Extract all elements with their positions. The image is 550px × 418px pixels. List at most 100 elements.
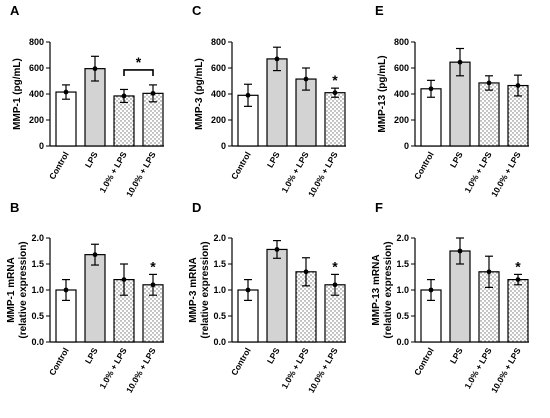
category-label: 10.0% + LPS xyxy=(489,346,523,395)
y-tick-label: 600 xyxy=(211,63,226,73)
y-tick-label: 600 xyxy=(394,63,409,73)
y-tick-label: 0.0 xyxy=(396,337,409,347)
y-tick-label: 800 xyxy=(394,37,409,47)
bar xyxy=(113,95,135,147)
panel-letter: F xyxy=(375,200,383,215)
bar xyxy=(266,248,288,343)
category-label: 1.0% + LPS xyxy=(97,150,129,195)
y-tick-label: 800 xyxy=(211,37,226,47)
y-axis-label: MMP-3 (pg/mL) xyxy=(194,58,205,130)
panel-letter: D xyxy=(192,200,201,215)
mean-point xyxy=(274,56,280,62)
y-tick-label: 800 xyxy=(29,37,44,47)
y-tick-label: 400 xyxy=(394,89,409,99)
panel-c: C 0 200 400 600 800 MMP-3 (pg/mL) Control LPS1.0… xyxy=(192,3,346,199)
mean-point xyxy=(486,80,492,86)
y-tick-label: 0.5 xyxy=(31,311,44,321)
y-axis-label: MMP-1 mRNA xyxy=(6,257,17,323)
category-label: 1.0% + LPS xyxy=(462,346,494,391)
bar xyxy=(324,92,346,147)
panel-a: A 0 200 400 600 800 MMP-1 (pg/mL) Control LPS1.0… xyxy=(10,3,164,199)
mean-point xyxy=(457,59,463,65)
category-label: 1.0% + LPS xyxy=(279,346,311,391)
panel-d: D 0.0 0.5 1.0 1.5 2.0 MMP-3 mRNA (relative expr… xyxy=(188,200,346,395)
mean-point xyxy=(303,269,309,275)
y-axis-label: MMP-13 (pg/mL) xyxy=(377,55,388,132)
category-label: Control xyxy=(229,150,253,181)
category-label: LPS xyxy=(83,150,100,170)
y-tick-label: 400 xyxy=(29,89,44,99)
y-tick-label: 2.0 xyxy=(213,233,226,243)
bar xyxy=(507,279,529,343)
category-label: LPS xyxy=(448,150,465,170)
category-label: Control xyxy=(47,346,71,377)
significance-star: * xyxy=(332,72,338,88)
y-tick-label: 200 xyxy=(29,115,44,125)
y-tick-label: 1.5 xyxy=(396,259,409,269)
significance-bracket xyxy=(123,69,154,76)
panel-letter: B xyxy=(10,200,19,215)
category-label: 10.0% + LPS xyxy=(124,346,158,395)
category-label: 1.0% + LPS xyxy=(279,150,311,195)
category-label: 10.0% + LPS xyxy=(306,346,340,395)
y-tick-label: 1.5 xyxy=(31,259,44,269)
category-label: Control xyxy=(412,346,436,377)
y-axis-label-sub: (relative expression) xyxy=(200,241,211,338)
category-label: Control xyxy=(412,150,436,181)
category-label: LPS xyxy=(265,150,282,170)
y-tick-label: 2.0 xyxy=(31,233,44,243)
significance-star: * xyxy=(150,258,156,274)
y-tick-label: 1.5 xyxy=(213,259,226,269)
mean-point xyxy=(457,248,463,254)
bar xyxy=(449,250,471,343)
y-tick-label: 0.0 xyxy=(31,337,44,347)
y-tick-label: 200 xyxy=(211,115,226,125)
mean-point xyxy=(274,247,280,252)
category-label: 10.0% + LPS xyxy=(124,150,158,199)
y-axis-label-sub: (relative expression) xyxy=(18,241,29,338)
mean-point xyxy=(63,89,69,95)
y-tick-label: 0.5 xyxy=(213,311,226,321)
y-tick-label: 0.0 xyxy=(213,337,226,347)
category-label: 1.0% + LPS xyxy=(97,346,129,391)
mean-point xyxy=(92,66,98,72)
category-label: LPS xyxy=(83,346,100,366)
y-axis-label: MMP-1 (pg/mL) xyxy=(12,58,23,130)
y-axis-label: MMP-3 mRNA xyxy=(188,257,199,323)
y-tick-label: 1.0 xyxy=(31,285,44,295)
panel-b: B 0.0 0.5 1.0 1.5 2.0 MMP-1 mRNA (relative expr… xyxy=(6,200,164,395)
significance-star: * xyxy=(332,258,338,274)
y-tick-label: 0 xyxy=(39,141,44,151)
mean-point xyxy=(515,277,521,282)
mean-point xyxy=(121,93,127,99)
mean-point xyxy=(92,252,98,258)
panel-letter: E xyxy=(375,3,384,18)
panel-e: E 0 200 400 600 800 MMP-13 (pg/mL) Control LPS1.… xyxy=(375,3,529,199)
mean-point xyxy=(515,83,521,88)
category-label: Control xyxy=(229,346,253,377)
mean-point xyxy=(332,90,338,96)
y-tick-label: 1.0 xyxy=(213,285,226,295)
mean-point xyxy=(428,287,434,293)
mean-point xyxy=(150,282,156,288)
mean-point xyxy=(121,277,127,282)
y-tick-label: 600 xyxy=(29,63,44,73)
mean-point xyxy=(332,282,338,288)
category-label: LPS xyxy=(265,346,282,366)
bar xyxy=(266,58,288,147)
category-label: 10.0% + LPS xyxy=(489,150,523,199)
mean-point xyxy=(245,287,251,293)
mean-point xyxy=(428,86,434,92)
y-tick-label: 400 xyxy=(211,89,226,99)
mean-point xyxy=(63,287,69,293)
mean-point xyxy=(303,76,309,82)
category-label: Control xyxy=(47,150,71,181)
category-label: 10.0% + LPS xyxy=(306,150,340,199)
mean-point xyxy=(486,269,492,275)
mean-point xyxy=(245,92,251,98)
panel-letter: C xyxy=(192,3,202,18)
bar xyxy=(55,91,77,147)
panel-letter: A xyxy=(10,3,20,18)
category-label: LPS xyxy=(448,346,465,366)
